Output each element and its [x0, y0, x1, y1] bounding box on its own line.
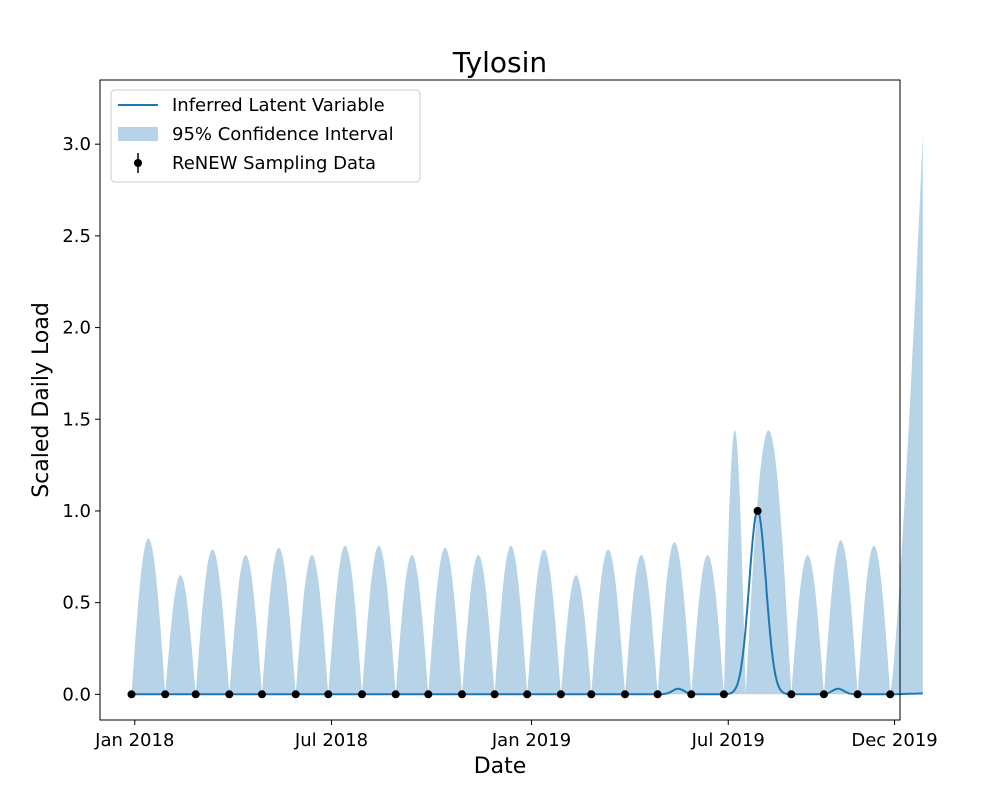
- ci-band-segment: [890, 135, 923, 695]
- sampling-point: [225, 690, 234, 699]
- legend-point-swatch: [134, 159, 142, 167]
- ci-band-segment: [625, 555, 658, 695]
- ci-band-segment: [165, 575, 196, 695]
- x-tick-label: Jul 2019: [691, 730, 765, 751]
- x-tick-label: Jan 2018: [94, 730, 174, 751]
- sampling-point: [523, 690, 532, 699]
- ci-band-segment: [195, 549, 230, 695]
- ci-band-segment: [591, 549, 625, 695]
- sampling-point: [687, 690, 696, 699]
- y-tick-label: 1.5: [62, 409, 91, 430]
- legend-box: [110, 89, 421, 183]
- x-axis-title: Date: [474, 754, 527, 779]
- ci-band-segment: [295, 555, 329, 695]
- sampling-point: [258, 690, 266, 699]
- sampling-point: [424, 690, 433, 699]
- legend-label-line: Inferred Latent Variable: [172, 95, 385, 116]
- ci-band-segment: [691, 555, 724, 695]
- y-tick-label: 0.5: [62, 593, 91, 614]
- x-tick-label: Jul 2018: [294, 730, 368, 751]
- y-axis: 0.0 0.5 1.0 1.5 2.0 2.5 3.0: [62, 134, 100, 705]
- sampling-point: [719, 690, 728, 699]
- sampling-point: [358, 690, 366, 699]
- sampling-point: [653, 690, 662, 699]
- confidence-band-group: [131, 135, 923, 695]
- sampling-point: [621, 690, 629, 699]
- ci-band-segment: [462, 555, 495, 695]
- ci-band-segment: [657, 542, 692, 695]
- sampling-point: [191, 690, 200, 699]
- legend: Inferred Latent Variable 95% Confidence …: [110, 89, 421, 183]
- x-tick-label: Dec 2019: [851, 730, 937, 751]
- ci-band-segment: [857, 545, 891, 695]
- y-tick-label: 2.0: [62, 318, 91, 339]
- y-tick-label: 2.5: [62, 226, 91, 247]
- sampling-point: [787, 690, 796, 699]
- ci-band-segment: [560, 575, 592, 695]
- sampling-point: [490, 690, 499, 699]
- ci-band-segment: [229, 555, 262, 695]
- sampling-point: [291, 690, 300, 699]
- sampling-points-group: [127, 506, 895, 699]
- sampling-point: [753, 506, 762, 515]
- ci-band-segment: [262, 547, 296, 695]
- x-tick-label: Jan 2019: [491, 730, 571, 751]
- sampling-point: [391, 690, 400, 699]
- ci-band-segment: [823, 540, 858, 695]
- y-axis-title: Scaled Daily Load: [29, 302, 54, 498]
- sampling-point: [161, 690, 170, 699]
- sampling-point: [587, 690, 596, 699]
- ci-band-segment: [745, 430, 792, 695]
- ci-band-segment: [362, 545, 396, 695]
- y-tick-label: 0.0: [62, 684, 91, 705]
- plot-frame: [99, 79, 901, 721]
- sampling-point: [458, 690, 466, 699]
- sampling-point: [886, 690, 895, 699]
- chart-title: Tylosin: [452, 46, 547, 79]
- ci-band-segment: [791, 555, 824, 695]
- ci-band-segment: [527, 549, 561, 695]
- legend-label-points: ReNEW Sampling Data: [172, 153, 376, 174]
- ci-band-segment: [395, 555, 429, 695]
- y-tick-label: 1.0: [62, 501, 91, 522]
- ci-band-segment: [494, 545, 528, 695]
- legend-band-swatch: [118, 127, 158, 141]
- x-axis: Jan 2018 Jul 2018 Jan 2019 Jul 2019 Dec 2019: [94, 720, 938, 751]
- legend-label-band: 95% Confidence Interval: [172, 124, 394, 145]
- ci-band-segment: [131, 538, 166, 695]
- sampling-point: [853, 690, 862, 699]
- ci-band-segment: [428, 547, 462, 695]
- sampling-point: [324, 690, 333, 699]
- ci-band-segment: [328, 545, 362, 695]
- ci-band-segment: [723, 430, 746, 695]
- y-tick-label: 3.0: [62, 134, 91, 155]
- sampling-point: [819, 690, 828, 699]
- sampling-point: [556, 690, 565, 699]
- sampling-point: [127, 690, 136, 699]
